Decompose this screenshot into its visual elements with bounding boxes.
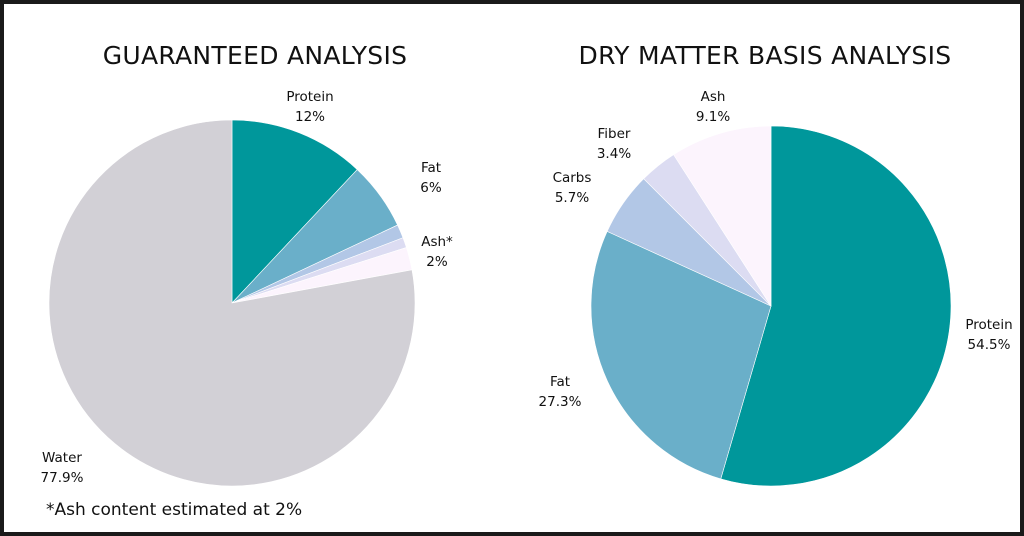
guaranteed-analysis-pie	[48, 119, 416, 487]
pie-slice-protein	[231, 119, 358, 304]
slice-name-protein: Protein	[965, 317, 1012, 333]
pie-slice-ash	[673, 125, 772, 308]
slice-name-fiber: Fiber	[598, 126, 631, 142]
dry-matter-basis-pie	[590, 125, 952, 487]
slice-value-fat: 27.3%	[539, 394, 582, 410]
slice-name-carbs: Carbs	[553, 170, 592, 186]
slice-label-protein: Protein 54.5%	[965, 317, 1012, 353]
slice-value-protein: 12%	[295, 109, 325, 125]
slice-name-ash: Ash*	[421, 234, 453, 250]
slice-value-ash: 9.1%	[696, 109, 730, 125]
slice-label-carbs: Carbs 5.7%	[553, 170, 592, 206]
guaranteed-analysis-labels: Protein 12% Fat 6% Ash* 2% Water 77.9%	[41, 89, 453, 486]
dry-matter-basis-labels: Protein 54.5% Fat 27.3% Carbs 5.7% Fiber 3.4% As…	[539, 89, 1013, 410]
slice-name-protein: Protein	[286, 89, 333, 105]
slice-label-ash: Ash 9.1%	[696, 89, 730, 125]
slice-name-ash: Ash	[701, 89, 726, 105]
slice-label-water: Water 77.9%	[41, 450, 84, 486]
slice-label-protein: Protein 12%	[286, 89, 333, 125]
slice-value-ash: 2%	[426, 254, 448, 270]
slice-value-protein: 54.5%	[968, 337, 1011, 353]
pie-slice-fat	[590, 231, 772, 480]
pie-slice-protein	[720, 125, 952, 487]
slice-value-water: 77.9%	[41, 470, 84, 486]
slice-name-fat: Fat	[550, 374, 570, 390]
slice-value-fiber: 3.4%	[597, 146, 631, 162]
dry-matter-basis-title: DRY MATTER BASIS ANALYSIS	[579, 41, 952, 70]
slice-label-fat: Fat 27.3%	[539, 374, 582, 410]
slice-label-fat: Fat 6%	[420, 160, 442, 196]
slice-label-ash: Ash* 2%	[421, 234, 453, 270]
guaranteed-analysis-title: GUARANTEED ANALYSIS	[103, 41, 408, 70]
slice-value-carbs: 5.7%	[555, 190, 589, 206]
ash-footnote: *Ash content estimated at 2%	[46, 500, 303, 520]
slice-name-water: Water	[42, 450, 82, 466]
pie-slice-water	[48, 119, 416, 487]
slice-name-fat: Fat	[421, 160, 441, 176]
slice-label-fiber: Fiber 3.4%	[597, 126, 631, 162]
slice-value-fat: 6%	[420, 180, 442, 196]
